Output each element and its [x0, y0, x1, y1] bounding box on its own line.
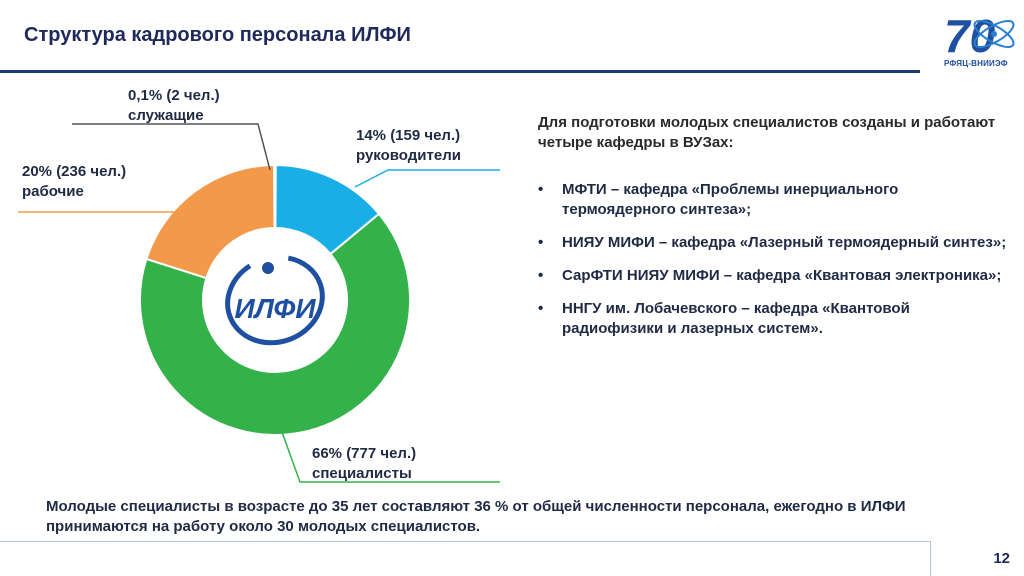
label-managers-value: 14% (159 чел.) — [356, 127, 461, 144]
label-specialists: 66% (777 чел.) специалисты — [312, 444, 416, 484]
label-employees-name: служащие — [128, 107, 204, 124]
rfyac-vniief-logo: 70 РФЯЦ-ВНИИЭФ — [942, 8, 1018, 68]
donut-slice-рабочие — [145, 163, 276, 280]
list-item-text: НИЯУ МИФИ – кафедра «Лазерный термоядерн… — [562, 234, 1007, 251]
list-item: • МФТИ – кафедра «Проблемы инерциального … — [538, 180, 1008, 220]
anniversary-70-icon: 70 — [944, 10, 1015, 62]
summary-text: Молодые специалисты в возрасте до 35 лет… — [46, 498, 906, 535]
list-item: • СарФТИ НИЯУ МИФИ – кафедра «Квантовая э… — [538, 266, 1008, 286]
departments-list: • МФТИ – кафедра «Проблемы инерциального … — [538, 180, 1008, 352]
label-workers: 20% (236 чел.) рабочие — [22, 162, 126, 202]
header: Структура кадрового персонала ИЛФИ 70 РФ… — [0, 0, 1024, 73]
ilfi-center-logo: ИЛФИ — [225, 254, 325, 346]
bullet-icon: • — [538, 300, 544, 317]
label-workers-value: 20% (236 чел.) — [22, 163, 127, 180]
header-divider — [0, 70, 920, 73]
donut-slice-специалисты — [139, 212, 411, 436]
label-specialists-name: специалисты — [312, 465, 412, 482]
page-title: Структура кадрового персонала ИЛФИ — [24, 24, 411, 46]
list-item: • НИЯУ МИФИ – кафедра «Лазерный термоядер… — [538, 233, 1008, 253]
list-item-text: СарФТИ НИЯУ МИФИ – кафедра «Квантовая эл… — [562, 267, 1002, 284]
list-item-text: МФТИ – кафедра «Проблемы инерциального т… — [562, 181, 899, 218]
label-employees: 0,1% (2 чел.) служащие — [128, 86, 220, 126]
logo-text: РФЯЦ-ВНИИЭФ — [944, 59, 1008, 68]
label-workers-name: рабочие — [22, 183, 84, 200]
page-number-box — [930, 541, 1024, 576]
list-item-text: ННГУ им. Лобачевского – кафедра «Квантов… — [562, 300, 910, 337]
bullet-icon: • — [538, 267, 544, 284]
label-employees-value: 0,1% (2 чел.) — [128, 87, 220, 104]
list-item: • ННГУ им. Лобачевского – кафедра «Кванто… — [538, 299, 1008, 339]
donut-slice-служащие — [273, 164, 277, 230]
label-specialists-value: 66% (777 чел.) — [312, 445, 417, 462]
label-managers: 14% (159 чел.) руководители — [356, 126, 461, 166]
personnel-donut-chart: ИЛФИ 0,1% (2 чел.) служащие 14% (159 чел… — [0, 72, 520, 492]
logo-number: 70 — [944, 10, 996, 58]
bullet-icon: • — [538, 234, 544, 251]
intro-text: Для подготовки молодых специалистов созд… — [538, 114, 996, 151]
label-managers-name: руководители — [356, 147, 461, 164]
specialists-leader-line — [281, 431, 500, 483]
footer-divider — [0, 541, 930, 542]
employees-leader-line — [72, 123, 271, 171]
bullet-icon: • — [538, 181, 544, 198]
page-number: 12 — [993, 550, 1010, 567]
ilfi-logo-text: ИЛФИ — [234, 293, 316, 324]
donut-svg: ИЛФИ — [18, 123, 500, 483]
managers-leader-line — [354, 169, 500, 188]
